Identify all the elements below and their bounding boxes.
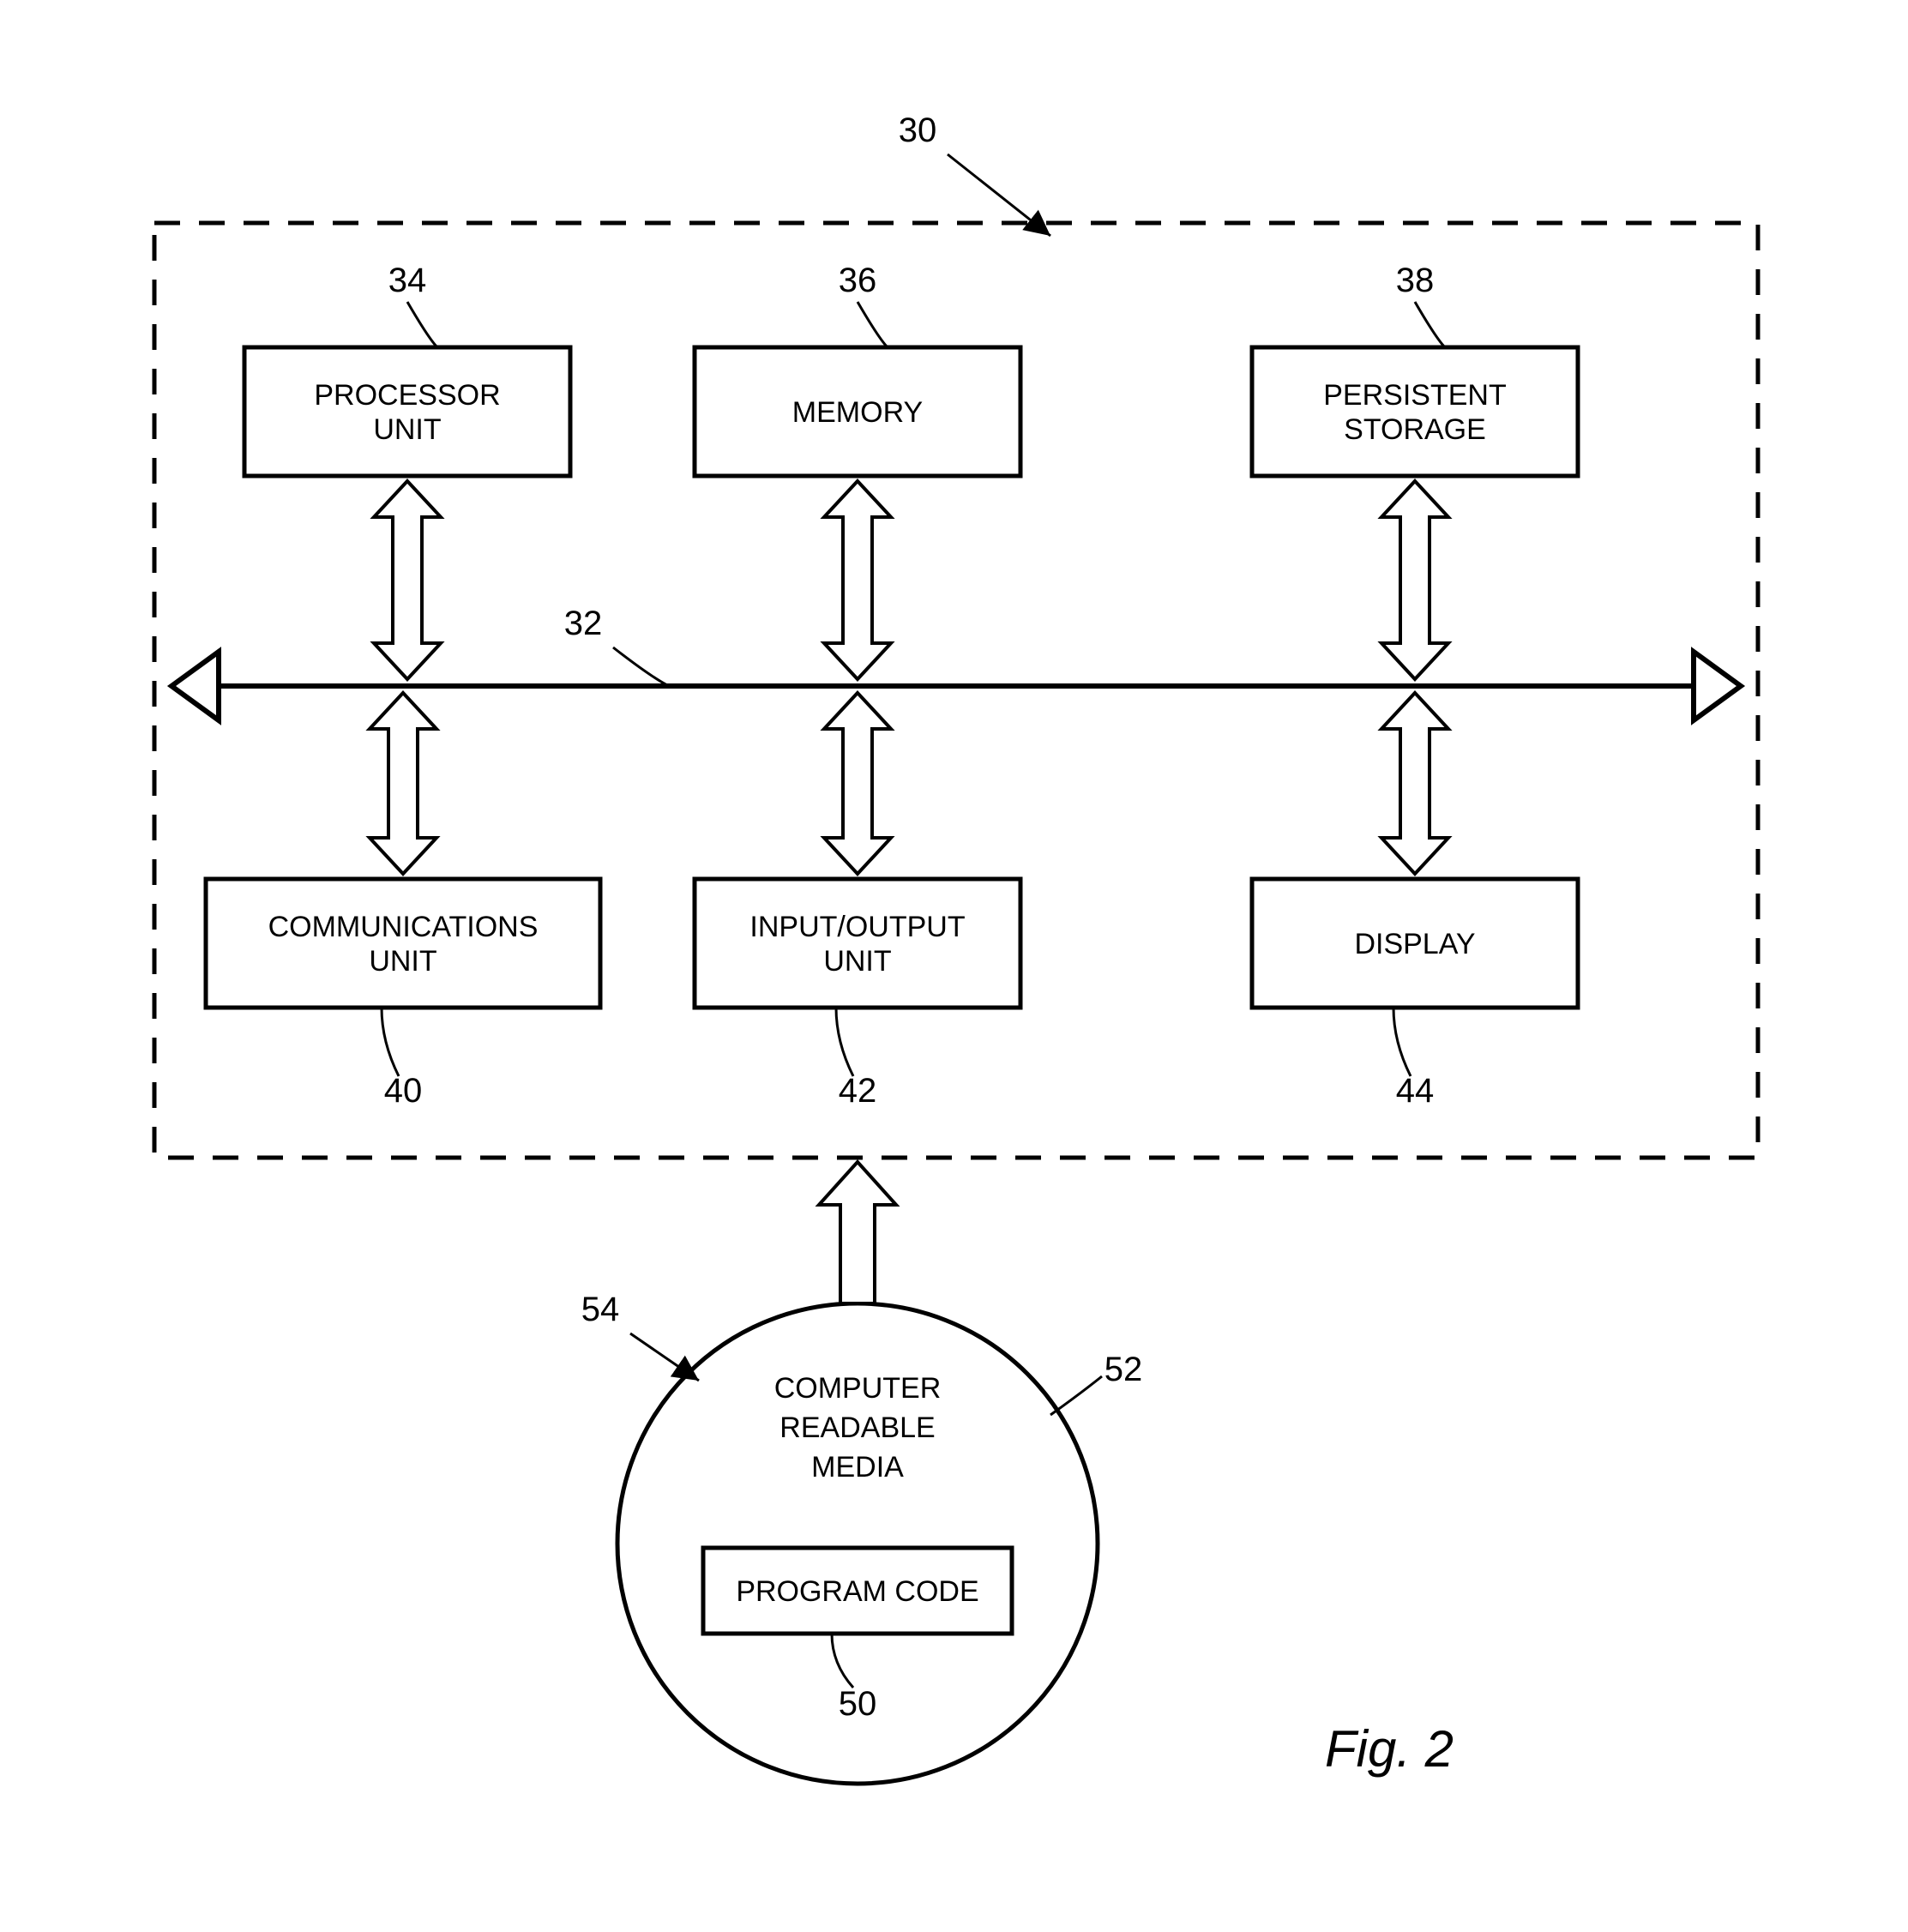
- box-comm-label-0: COMMUNICATIONS: [268, 911, 539, 943]
- ref-32-leader: [613, 647, 669, 686]
- connector-comm: [370, 693, 436, 874]
- ref-38: 38: [1396, 262, 1435, 299]
- figure-label: Fig. 2: [1325, 1720, 1454, 1778]
- ref-34: 34: [388, 262, 427, 299]
- ref-44-leader: [1393, 1008, 1411, 1076]
- ref-54: 54: [581, 1291, 620, 1328]
- ref-42: 42: [839, 1072, 877, 1110]
- connector-memory: [824, 481, 891, 679]
- media-up-arrow: [819, 1162, 896, 1303]
- box-io-label-0: INPUT/OUTPUT: [749, 911, 965, 943]
- box-processor: [244, 347, 570, 476]
- bus-arrowhead-left: [172, 652, 219, 720]
- box-processor-label-0: PROCESSOR: [314, 379, 500, 412]
- ref-54-arrow: [630, 1333, 699, 1381]
- ref-40-leader: [382, 1008, 399, 1076]
- connector-processor: [374, 481, 441, 679]
- ref-52: 52: [1104, 1351, 1143, 1388]
- ref-40: 40: [384, 1072, 423, 1110]
- diagram-root: 3032PROCESSORUNIT34MEMORY36PERSISTENTSTO…: [0, 0, 1908, 1932]
- ref-52-leader: [1050, 1376, 1102, 1415]
- connector-io: [824, 693, 891, 874]
- box-io: [695, 879, 1020, 1008]
- box-memory-label-0: MEMORY: [792, 396, 923, 429]
- media-circle-label-1: READABLE: [779, 1411, 935, 1444]
- box-persistent: [1252, 347, 1578, 476]
- box-io-label-1: UNIT: [823, 945, 891, 978]
- box-display-label-0: DISPLAY: [1354, 928, 1475, 960]
- bus-arrowhead-right: [1694, 652, 1741, 720]
- ref-30: 30: [899, 111, 937, 149]
- ref-36-leader: [858, 302, 888, 347]
- ref-38-leader: [1415, 302, 1445, 347]
- box-processor-label-1: UNIT: [373, 413, 441, 446]
- ref-50: 50: [839, 1685, 877, 1723]
- ref-44: 44: [1396, 1072, 1435, 1110]
- box-persistent-label-0: PERSISTENT: [1323, 379, 1506, 412]
- ref-36: 36: [839, 262, 877, 299]
- ref-32: 32: [564, 605, 603, 642]
- connector-persistent: [1381, 481, 1448, 679]
- ref-34-leader: [407, 302, 437, 347]
- media-circle-label-2: MEDIA: [811, 1451, 904, 1484]
- box-persistent-label-1: STORAGE: [1344, 413, 1486, 446]
- media-circle-label-0: COMPUTER: [774, 1372, 942, 1405]
- ref-42-leader: [836, 1008, 853, 1076]
- box-comm-label-1: UNIT: [369, 945, 436, 978]
- program-code-label: PROGRAM CODE: [736, 1575, 978, 1608]
- connector-display: [1381, 693, 1448, 874]
- box-comm: [206, 879, 600, 1008]
